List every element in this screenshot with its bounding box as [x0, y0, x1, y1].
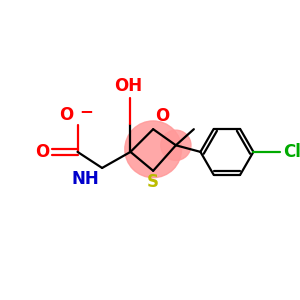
Text: S: S: [147, 173, 159, 191]
Text: −: −: [80, 102, 93, 120]
Text: O: O: [155, 107, 169, 125]
Text: O: O: [35, 143, 49, 161]
Circle shape: [161, 130, 191, 160]
Circle shape: [125, 121, 182, 178]
Text: Cl: Cl: [283, 143, 300, 161]
Text: NH: NH: [71, 170, 99, 188]
Text: OH: OH: [115, 77, 142, 95]
Text: O: O: [59, 106, 74, 124]
